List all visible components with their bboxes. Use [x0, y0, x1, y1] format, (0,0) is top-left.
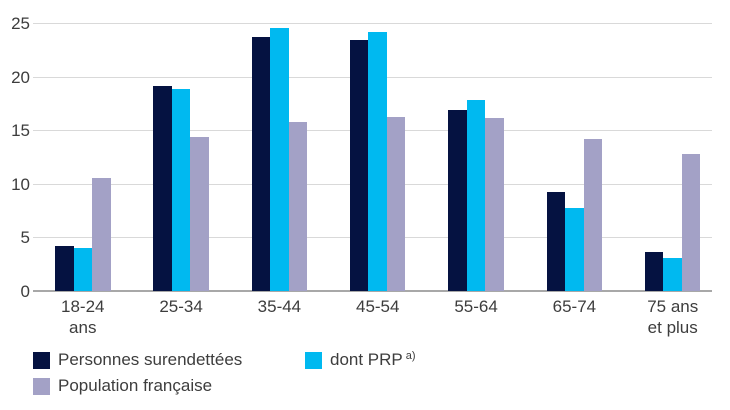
legend-swatch-cyan [305, 351, 322, 369]
x-tick-label-4: 55-64 [454, 297, 498, 316]
bar-series2-cat0 [92, 178, 111, 291]
bar-series0-cat5 [546, 192, 566, 291]
legend-item-dont-prp: dont PRP a) [305, 351, 416, 369]
x-axis-line [33, 290, 712, 292]
x-tick-label-2: 35-44 [257, 297, 302, 316]
y-tick-label-10: 10 [11, 174, 30, 194]
y-tick-label-0: 0 [20, 282, 30, 301]
bar-series1-cat5 [565, 208, 584, 291]
bar-series1-cat2 [270, 28, 289, 291]
bar-series1-cat6 [663, 257, 682, 291]
bar-series2-cat1 [190, 136, 209, 291]
x-tick-label-1: 25-34 [159, 297, 203, 316]
y-tick-label-25: 25 [11, 14, 30, 33]
bar-series2-cat3 [386, 117, 406, 291]
legend-label-population-francaise: Population française [58, 376, 213, 395]
bar-series1-cat4 [466, 100, 486, 291]
bar-series1-cat0 [73, 248, 92, 291]
bar-series2-cat4 [485, 118, 504, 291]
bar-series2-cat2 [288, 121, 308, 291]
x-tick-label-0: 18-24 ans [61, 297, 105, 337]
x-tick-label-5: 65-74 [552, 297, 597, 316]
legend-label-personnes-surendettees: Personnes surendettées [58, 350, 243, 369]
bar-series0-cat4 [448, 109, 467, 291]
legend-item-population-francaise: Population française [33, 377, 212, 395]
x-tick-label-3: 45-54 [355, 297, 400, 316]
bar-series0-cat3 [349, 40, 369, 291]
bar-series1-cat3 [368, 31, 387, 291]
legend-swatch-navy [33, 351, 50, 369]
y-tick-label-20: 20 [11, 67, 30, 87]
x-tick-label-6: 75 ans et plus [647, 297, 699, 337]
bar-series0-cat2 [251, 36, 271, 291]
bar-series2-cat6 [681, 153, 701, 291]
y-tick-label-15: 15 [11, 121, 30, 141]
legend-swatch-gray [33, 377, 50, 395]
legend-item-personnes-surendettees: Personnes surendettées [33, 351, 242, 369]
bar-series2-cat5 [583, 138, 603, 291]
y-tick-label-5: 5 [20, 228, 30, 248]
bar-series0-cat6 [644, 252, 664, 291]
legend-label-dont-prp: dont PRP a) [330, 351, 416, 369]
bar-series0-cat0 [55, 245, 74, 291]
legend-label-dont-prp-text: dont PRP [330, 350, 403, 369]
footnote-marker: a) [405, 350, 416, 362]
gridline-25 [33, 23, 712, 24]
bar-series1-cat1 [171, 89, 191, 291]
bar-series0-cat1 [153, 86, 172, 291]
